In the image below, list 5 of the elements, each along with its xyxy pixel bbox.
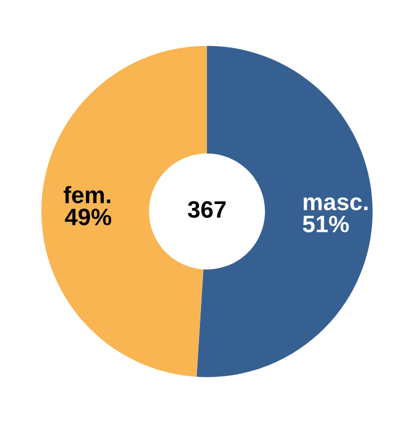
slice-label: fem.: [64, 186, 110, 204]
slice-label: masc.: [304, 197, 368, 210]
data-label: 51%: [302, 216, 349, 232]
text: 367: [188, 201, 226, 218]
data-label: 49%: [64, 208, 112, 226]
